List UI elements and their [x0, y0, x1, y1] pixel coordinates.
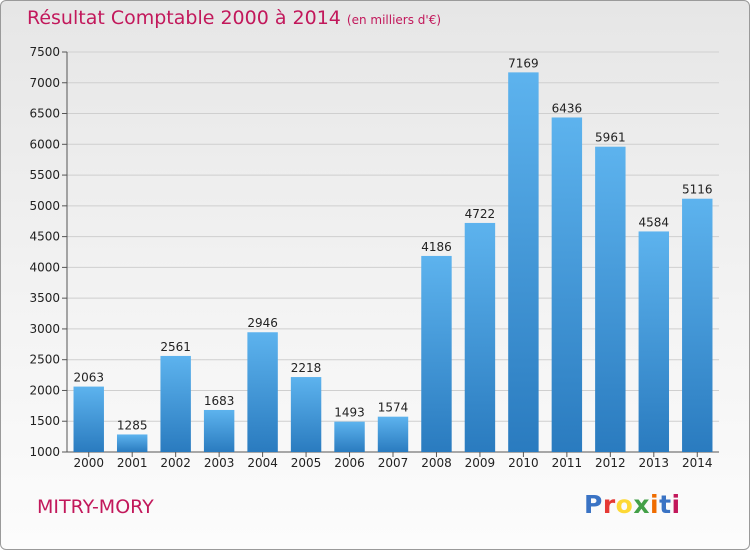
bar [551, 117, 583, 452]
bar [421, 255, 452, 452]
data-label: 1574 [378, 401, 409, 415]
logo-letter: i [650, 490, 660, 519]
x-tick-label: 2008 [421, 456, 452, 470]
logo-letter: t [659, 490, 672, 519]
bar [160, 355, 191, 452]
y-tick-label: 5500 [29, 168, 60, 182]
y-tick-label: 2000 [29, 383, 60, 397]
logo-letter: o [615, 490, 634, 519]
y-tick-label: 6500 [29, 107, 60, 121]
data-label: 2946 [247, 316, 278, 330]
data-label: 4722 [465, 207, 496, 221]
y-tick-label: 3000 [29, 322, 60, 336]
chart-title: Résultat Comptable 2000 à 2014 (en millie… [27, 7, 441, 29]
data-label: 1683 [204, 394, 235, 408]
x-tick-label: 2010 [508, 456, 539, 470]
data-label: 1285 [117, 418, 148, 432]
y-tick-label: 6000 [29, 137, 60, 151]
bar [247, 332, 278, 452]
bar [595, 146, 626, 452]
x-tick-label: 2001 [117, 456, 148, 470]
x-tick-label: 2000 [73, 456, 104, 470]
y-tick-label: 1000 [29, 445, 60, 459]
logo-letter: i [671, 490, 681, 519]
logo-letter: P [584, 490, 603, 519]
city-name: MITRY-MORY [37, 496, 154, 518]
logo-letter: x [633, 490, 650, 519]
x-tick-label: 2002 [160, 456, 191, 470]
bar [290, 377, 322, 452]
bar [116, 434, 148, 452]
x-tick-label: 2009 [465, 456, 496, 470]
x-tick-label: 2011 [552, 456, 583, 470]
bar [334, 421, 365, 452]
bar [73, 386, 104, 452]
bar [508, 72, 539, 452]
data-label: 4186 [421, 240, 452, 254]
x-tick-label: 2013 [639, 456, 670, 470]
x-tick-label: 2003 [204, 456, 235, 470]
chart-title-text: Résultat Comptable 2000 à 2014 [27, 7, 341, 29]
data-label: 2561 [160, 340, 191, 354]
logo-letter: r [602, 490, 616, 519]
x-tick-label: 2007 [378, 456, 409, 470]
x-tick-label: 2006 [334, 456, 365, 470]
proxiti-logo: Proxiti [584, 490, 681, 519]
y-tick-label: 7500 [29, 45, 60, 59]
bar [638, 231, 670, 452]
data-label: 6436 [552, 101, 583, 115]
y-tick-label: 5000 [29, 199, 60, 213]
y-tick-label: 1500 [29, 414, 60, 428]
y-tick-label: 4000 [29, 260, 60, 274]
data-label: 5961 [595, 131, 626, 145]
bar [464, 222, 496, 452]
data-label: 5116 [682, 183, 713, 197]
data-label: 1493 [334, 406, 365, 420]
data-label: 2218 [291, 361, 322, 375]
bar [203, 409, 235, 452]
x-tick-label: 2005 [291, 456, 322, 470]
data-label: 2063 [73, 371, 104, 385]
x-tick-label: 2004 [247, 456, 278, 470]
y-tick-label: 7000 [29, 76, 60, 90]
y-tick-label: 2500 [29, 353, 60, 367]
chart-subtitle: (en milliers d'€) [346, 13, 442, 27]
y-tick-label: 4500 [29, 230, 60, 244]
y-tick-label: 3500 [29, 291, 60, 305]
data-label: 4584 [639, 215, 670, 229]
bar [377, 416, 409, 452]
x-tick-label: 2012 [595, 456, 626, 470]
data-label: 7169 [508, 56, 539, 70]
x-tick-label: 2014 [682, 456, 713, 470]
bar [682, 198, 713, 452]
